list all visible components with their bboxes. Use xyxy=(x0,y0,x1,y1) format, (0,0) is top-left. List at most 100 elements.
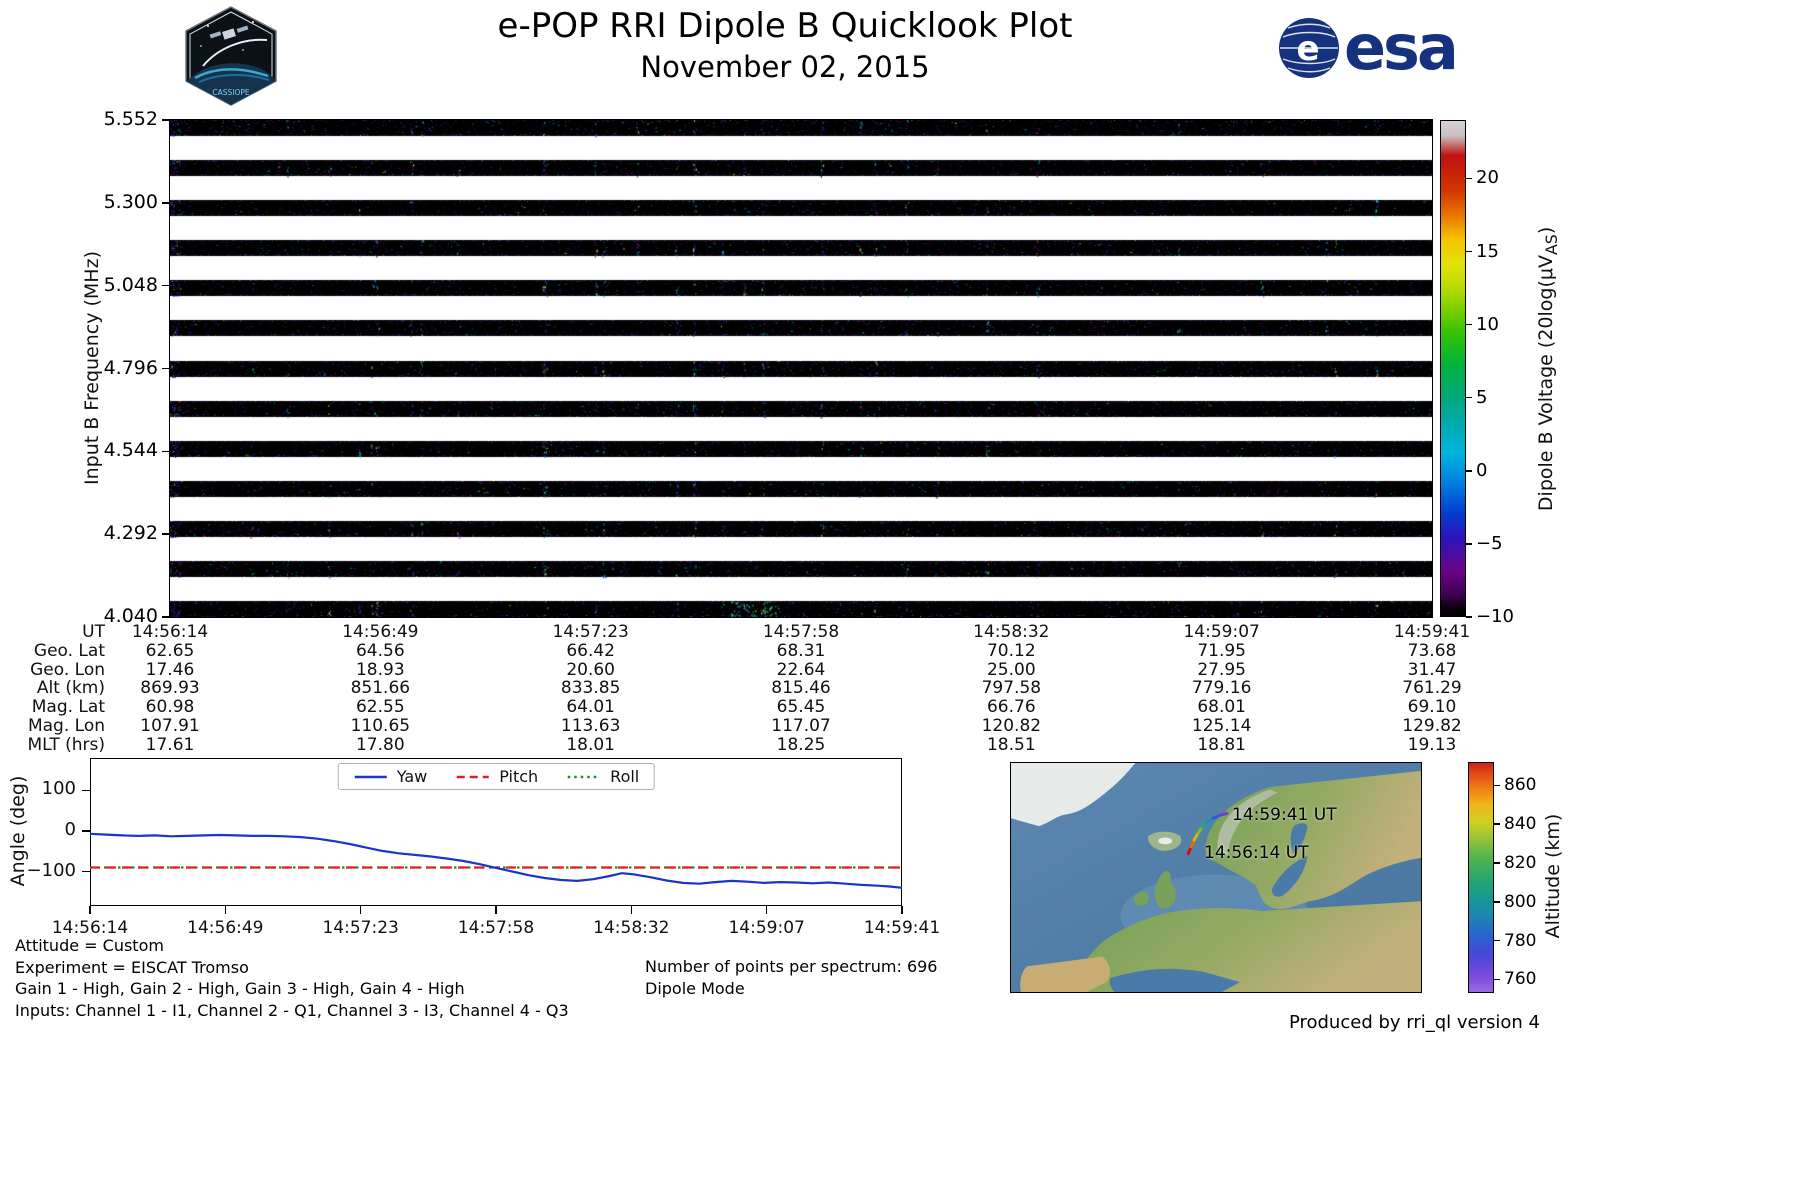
spectrogram-ytick-label: 4.292 xyxy=(103,522,158,545)
spectrum-info-text: Number of points per spectrum: 696 Dipol… xyxy=(645,956,937,1000)
angle-ytick-label: 0 xyxy=(64,818,76,840)
ephemeris-value: 110.65 xyxy=(350,716,411,736)
ephemeris-row-label: Mag. Lon xyxy=(27,716,105,736)
ephemeris-value: 60.98 xyxy=(145,697,195,718)
esa-logo: e esa xyxy=(1278,11,1459,84)
map-image xyxy=(1011,763,1421,992)
ground-track-map xyxy=(1010,762,1422,993)
legend-label-yaw: Yaw xyxy=(396,767,428,786)
legend-label-roll: Roll xyxy=(610,767,640,786)
scandes-mountains xyxy=(1217,789,1278,856)
spectrogram-tick-mark xyxy=(162,450,170,453)
greenland xyxy=(1011,763,1136,827)
voltage-colorbar-tick-label: 5 xyxy=(1476,386,1488,408)
esa-wordmark: esa xyxy=(1344,11,1459,84)
logo-orbit-swoosh xyxy=(202,38,268,67)
ephemeris-value: 14:56:49 xyxy=(342,622,419,642)
ephemeris-value: 797.58 xyxy=(981,678,1042,699)
title-block: e-POP RRI Dipole B Quicklook Plot Novemb… xyxy=(285,6,1285,84)
ephemeris-value: 68.01 xyxy=(1197,697,1246,718)
voltage-colorbar-tick-label: 10 xyxy=(1476,313,1499,335)
track-end-annotation: 14:59:41 UT xyxy=(1232,805,1337,825)
altitude-colorbar-tick-mark xyxy=(1494,901,1500,903)
baltic-sea xyxy=(1271,855,1308,897)
ephemeris-value: 869.93 xyxy=(140,678,200,699)
ephemeris-value: 69.10 xyxy=(1407,697,1457,718)
angle-xtick-mark xyxy=(224,906,227,914)
legend-item-roll: Roll xyxy=(566,767,639,786)
angle-xtick-label: 14:59:41 xyxy=(863,918,941,938)
angle-ytick-mark xyxy=(82,789,90,792)
ephemeris-value: 65.45 xyxy=(776,697,826,718)
voltage-colorbar-label-main: Dipole B Voltage (20log(μV xyxy=(1535,255,1558,512)
ephemeris-value: 113.63 xyxy=(560,716,621,736)
ephemeris-value: 14:59:07 xyxy=(1183,622,1260,642)
ephemeris-value: 125.14 xyxy=(1191,716,1252,736)
ephemeris-value: 120.82 xyxy=(981,716,1042,736)
ephemeris-value: 70.12 xyxy=(986,640,1036,661)
ephemeris-row-label: Mag. Lat xyxy=(31,697,105,718)
altitude-colorbar xyxy=(1468,762,1494,993)
voltage-colorbar-label-sub: AS xyxy=(1541,234,1561,256)
ephemeris-value: 17.46 xyxy=(145,659,195,680)
ephemeris-row-label: Alt (km) xyxy=(36,678,105,699)
voltage-colorbar-tick-label: 15 xyxy=(1476,240,1499,262)
points-per-spectrum: Number of points per spectrum: 696 xyxy=(645,957,938,976)
ephemeris-value: 761.29 xyxy=(1402,678,1462,699)
yaw-line-swatch-icon xyxy=(354,775,387,778)
ephemeris-value: 815.46 xyxy=(771,678,831,699)
spectrogram-heatmap xyxy=(170,120,1432,617)
angle-ytick-label: −100 xyxy=(26,859,76,881)
spectrogram-tick-mark xyxy=(162,616,170,618)
ephemeris-value: 18.51 xyxy=(986,734,1036,755)
spectrogram-ytick-label: 4.796 xyxy=(103,356,158,379)
attitude-setting: Attitude = Custom xyxy=(15,936,164,955)
altitude-colorbar-tick-mark xyxy=(1494,978,1500,981)
altitude-colorbar-tick-mark xyxy=(1494,823,1500,825)
altitude-colorbar-tick-label: 820 xyxy=(1504,852,1537,873)
ephemeris-value: 117.07 xyxy=(771,716,831,736)
ephemeris-value: 68.31 xyxy=(776,640,826,661)
gain-settings: Gain 1 - High, Gain 2 - High, Gain 3 - H… xyxy=(15,979,465,998)
ephemeris-value: 22.64 xyxy=(776,659,826,680)
ephemeris-value: 62.55 xyxy=(355,697,405,718)
altitude-colorbar-label: Altitude (km) xyxy=(1542,813,1564,939)
roll-line-swatch-icon xyxy=(568,775,601,778)
ephemeris-value: 779.16 xyxy=(1191,678,1252,699)
great-britain xyxy=(1154,871,1176,909)
ephemeris-value: 14:58:32 xyxy=(973,622,1050,642)
ephemeris-value: 129.82 xyxy=(1402,716,1462,736)
ephemeris-value: 20.60 xyxy=(566,659,615,680)
scandinavia xyxy=(1205,770,1421,910)
pitch-line-swatch-icon xyxy=(457,775,490,778)
legend-item-pitch: Pitch xyxy=(455,767,538,786)
ephemeris-value: 73.68 xyxy=(1407,640,1457,661)
voltage-colorbar-tick-label: −10 xyxy=(1476,606,1514,627)
ephemeris-value: 18.01 xyxy=(566,734,615,755)
altitude-colorbar-tick-label: 760 xyxy=(1504,969,1537,990)
spectrogram-ytick-label: 5.048 xyxy=(103,273,158,296)
ephemeris-value: 18.25 xyxy=(776,734,826,755)
ephemeris-value: 66.42 xyxy=(566,640,615,661)
voltage-colorbar-tick-mark xyxy=(1466,470,1472,472)
ephemeris-value: 64.01 xyxy=(566,697,615,718)
voltage-colorbar-tick-label: 0 xyxy=(1476,459,1488,481)
angle-xtick-label: 14:58:32 xyxy=(593,918,670,938)
angle-legend: Yaw Pitch Roll xyxy=(337,763,655,790)
input-settings: Inputs: Channel 1 - I1, Channel 2 - Q1, … xyxy=(15,1000,569,1020)
voltage-colorbar-tick-mark xyxy=(1466,396,1472,399)
logo-earth xyxy=(186,63,276,105)
ephemeris-value: 31.47 xyxy=(1407,659,1457,680)
ephemeris-value: 19.13 xyxy=(1407,734,1457,755)
angle-xtick-label: 14:56:49 xyxy=(187,918,264,938)
spectrogram-tick-mark xyxy=(162,284,170,287)
ephemeris-row-label: UT xyxy=(82,622,105,642)
page-date: November 02, 2015 xyxy=(640,50,930,84)
voltage-colorbar-tick-mark xyxy=(1466,177,1472,180)
credit-text: Produced by rri_ql version 4 xyxy=(1288,1012,1540,1033)
spectrogram-frame xyxy=(169,119,1433,618)
spectrogram-ytick-label: 5.552 xyxy=(103,108,158,130)
ephemeris-value: 14:59:41 xyxy=(1393,622,1471,642)
cassiope-mission-logo: CASSIOPE xyxy=(185,6,277,106)
